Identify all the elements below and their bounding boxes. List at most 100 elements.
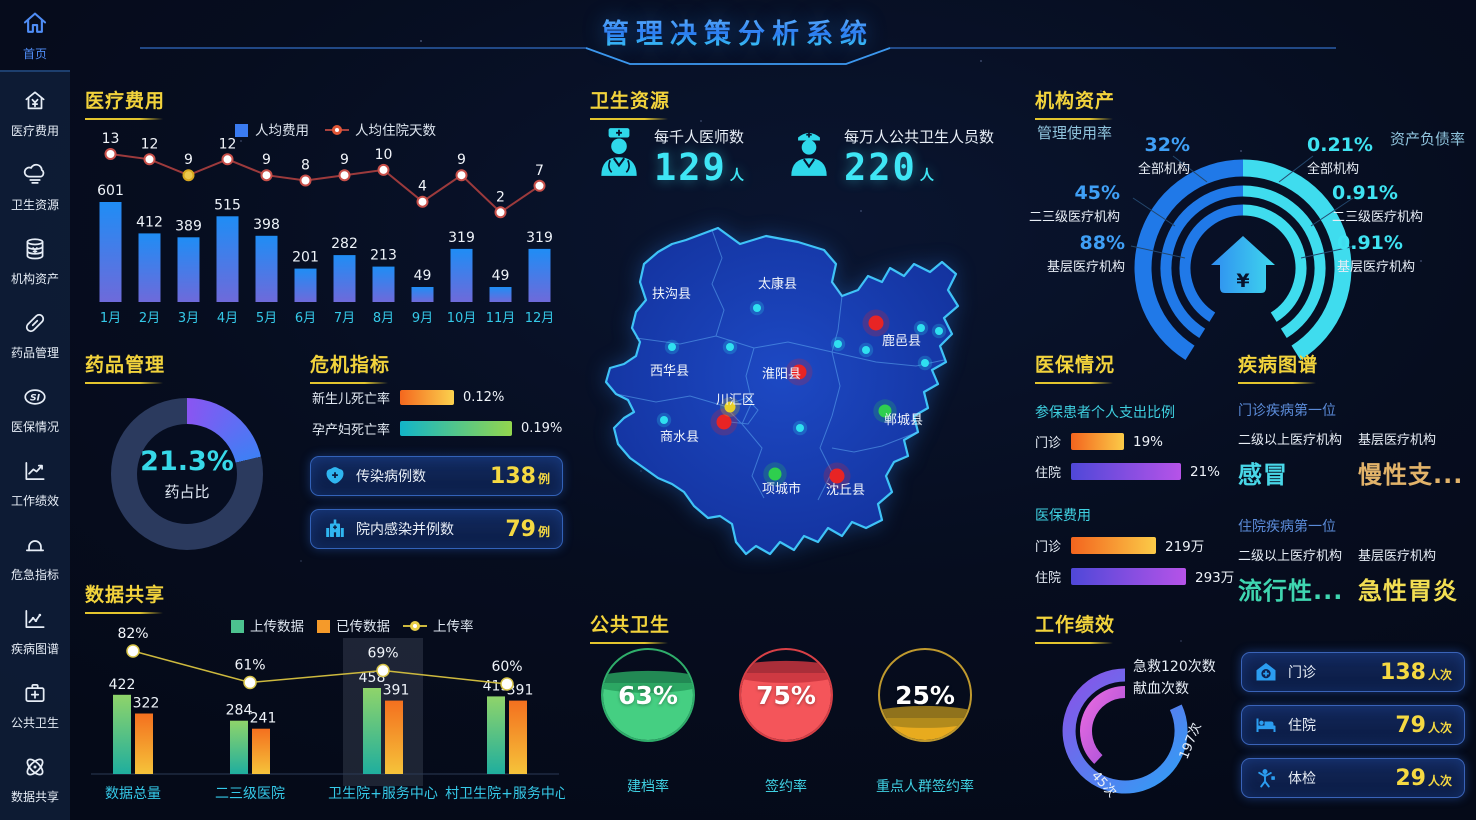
performance-stat-card[interactable]: 住院 79 人次 — [1241, 705, 1465, 745]
sidebar-item-label: 机构资产 — [10, 271, 59, 286]
map-marker[interactable] — [668, 343, 676, 351]
disease-group-heading: 住院疾病第一位 — [1238, 519, 1336, 535]
sidebar-item-home[interactable]: 首页 — [0, 8, 70, 62]
bar — [113, 694, 131, 774]
map-marker[interactable] — [868, 315, 884, 331]
sidebar-item-insurance[interactable]: SI 医保情况 — [11, 384, 59, 435]
panel-data-share: 数据共享 上传数据 已传数据 上传率 422 322 数据总量 284 241 二三级医院 458… — [85, 580, 569, 820]
svg-text:201: 201 — [292, 250, 319, 266]
sidebar-item-disease-map[interactable]: 疾病图谱 — [11, 606, 59, 657]
svg-text:人均费用: 人均费用 — [255, 123, 309, 139]
map-marker[interactable] — [791, 364, 807, 380]
map-marker[interactable] — [724, 401, 736, 413]
liquid-gauge[interactable]: 63% 建档率 — [601, 648, 695, 795]
sidebar-item-drug-management[interactable]: 药品管理 — [11, 310, 59, 361]
insurance-bar[interactable] — [1071, 433, 1124, 450]
map-marker[interactable] — [660, 416, 668, 424]
sidebar-item-work-performance[interactable]: 工作绩效 — [11, 458, 59, 509]
liquid-gauge[interactable]: 25% 重点人群签约率 — [876, 648, 974, 795]
bar — [411, 287, 434, 302]
svg-text:61%: 61% — [234, 658, 265, 674]
performance-gauge[interactable]: 45次 197次 — [1035, 638, 1235, 812]
crisis-bar[interactable] — [400, 390, 454, 405]
sidebar-item-data-share[interactable]: 数据共享 — [11, 754, 59, 805]
sidebar-item-critical-indicator[interactable]: 危急指标 — [11, 532, 59, 583]
map-marker[interactable] — [829, 468, 845, 484]
map-marker[interactable] — [753, 304, 761, 312]
crisis-bar[interactable] — [400, 421, 512, 436]
sidebar-menu: 医疗费用卫生资源机构资产药品管理 SI 医保情况 工作绩效危急指标疾病图谱公共卫生数据… — [0, 70, 70, 820]
map-marker[interactable] — [921, 359, 929, 367]
panel-performance: 工作绩效 急救120次数 献血次数 45次 197次 — [1035, 610, 1235, 818]
map-marker[interactable] — [834, 340, 842, 348]
map-marker[interactable] — [862, 346, 870, 354]
gauge-percent: 25% — [895, 680, 955, 710]
assets-ring-gauge[interactable]: ¥ — [1035, 86, 1465, 390]
insurance-bar[interactable] — [1071, 463, 1181, 480]
panel-title: 危机指标 — [310, 350, 565, 384]
map-marker[interactable] — [878, 404, 892, 418]
svg-text:4: 4 — [418, 179, 427, 195]
insurance-bar[interactable] — [1071, 567, 1186, 585]
svg-text:412: 412 — [136, 214, 163, 230]
bar — [489, 287, 512, 302]
bar — [363, 688, 381, 774]
svg-text:二三级医院: 二三级医院 — [215, 786, 285, 802]
svg-text:12: 12 — [141, 136, 159, 152]
drug-management-icon — [22, 313, 48, 340]
map-region-label: 扶沟县 — [652, 287, 691, 302]
liquid-gauge[interactable]: 75% 签约率 — [739, 648, 833, 795]
panel-title: 药品管理 — [85, 350, 307, 384]
line-point — [221, 153, 234, 166]
drug-ratio-donut[interactable] — [111, 398, 263, 550]
liquid-gauge-circle: 63% — [601, 648, 695, 742]
map-marker[interactable] — [917, 324, 925, 332]
home-icon — [20, 12, 50, 42]
sidebar-item-public-health[interactable]: 公共卫生 — [11, 680, 59, 731]
asset-org-label: 全部机构 — [1137, 162, 1190, 177]
bar — [528, 248, 551, 302]
sidebar-item-medical-cost[interactable]: 医疗费用 — [11, 88, 59, 139]
asset-percent: 0.21% — [1307, 134, 1373, 156]
sidebar-item-health-resource[interactable]: 卫生资源 — [11, 162, 59, 213]
svg-text:1月: 1月 — [100, 311, 121, 326]
line-point — [377, 163, 390, 176]
bar — [252, 728, 270, 774]
panel-title: 公共卫生 — [590, 610, 1010, 644]
crisis-card[interactable]: 传染病例数 138 例 — [310, 456, 563, 496]
drug-percent-label: 药占比 — [164, 483, 210, 501]
sidebar-item-label: 数据共享 — [10, 789, 59, 804]
crisis-label: 孕产妇死亡率 — [312, 423, 391, 438]
svg-text:9月: 9月 — [412, 311, 433, 326]
map-marker[interactable] — [796, 424, 804, 432]
svg-text:3月: 3月 — [178, 311, 199, 326]
map-outline[interactable] — [604, 226, 960, 556]
svg-text:282: 282 — [331, 236, 358, 252]
map-marker[interactable] — [935, 327, 943, 335]
medical-cost-chart[interactable]: 人均费用 人均住院天数 601 1月 412 2月 389 3月 515 4月 398 5月 201 6月… — [85, 118, 565, 340]
disease-body: 门诊疾病第一位 二级以上医疗机构 感冒 基层医疗机构 慢性支... 住院疾病第一… — [1238, 388, 1466, 606]
disease-org-label: 基层医疗机构 — [1358, 549, 1437, 564]
region-map[interactable]: 扶沟县 太康县 西华县 淮阳县 川汇区 商水县 鹿邑县 郸城县 项城市 沈丘县 — [588, 205, 1012, 605]
line-point — [299, 174, 312, 187]
panel-crisis: 危机指标 新生儿死亡率 0.12% 孕产妇死亡率 0.19% 传染病例数 138… — [310, 350, 565, 582]
crisis-card[interactable]: 院内感染并例数 79 例 — [310, 509, 563, 549]
sidebar-item-institution-asset[interactable]: 机构资产 — [11, 236, 59, 287]
data-share-chart[interactable]: 上传数据 已传数据 上传率 422 322 数据总量 284 241 二三级医院 458 391 卫生… — [85, 612, 569, 820]
institution-asset-icon — [22, 237, 48, 266]
performance-stat-card[interactable]: 体检 29 人次 — [1241, 758, 1465, 798]
insurance-row-value: 293万 — [1195, 570, 1235, 586]
insurance-section-heading: 医保费用 — [1035, 508, 1091, 524]
bar — [138, 233, 161, 302]
map-region-label: 项城市 — [762, 481, 801, 497]
insurance-bar[interactable] — [1071, 536, 1156, 554]
assets-left-axis-label: 管理使用率 — [1037, 124, 1113, 142]
map-marker[interactable] — [768, 467, 782, 481]
liquid-fill — [741, 672, 831, 740]
medical-cost-icon — [22, 90, 48, 118]
map-marker[interactable] — [716, 414, 732, 430]
map-marker[interactable] — [726, 343, 734, 351]
performance-stat-card[interactable]: 门诊 138 人次 — [1241, 652, 1465, 692]
performance-stat-boxes: 门诊 138 人次 住院 79 人次 体检 29 人次 — [1241, 652, 1465, 811]
svg-text:7: 7 — [535, 163, 544, 179]
